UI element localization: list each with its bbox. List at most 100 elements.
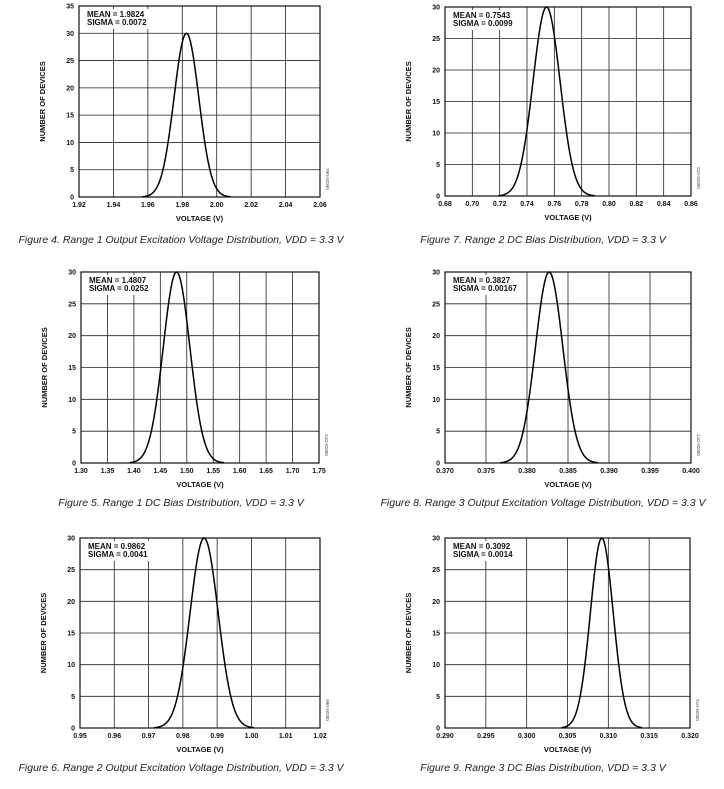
- chart-figure-5: 1.30 1.35 1.40 1.45 1.50 1.55 1.60 1.65 1.70 1.75…: [40, 270, 329, 490]
- figure-9-caption: Figure 9. Range 3 DC Bias Distribution, …: [420, 762, 666, 774]
- y-tick-label: 5: [71, 694, 75, 701]
- y-tick-label: 30: [68, 270, 76, 277]
- stats-box: [85, 275, 151, 295]
- figure-code: 05025-064: [325, 168, 330, 190]
- x-tick-label: 0.385: [559, 468, 577, 475]
- x-axis-label: VOLTAGE (V): [544, 745, 592, 754]
- y-tick-label: 25: [432, 567, 440, 574]
- x-tick-label: 1.50: [180, 468, 194, 475]
- stats-box: [449, 10, 515, 30]
- y-tick-label: 25: [68, 301, 76, 308]
- mean-label: MEAN = 1.9824: [87, 10, 145, 19]
- x-tick-label: 1.40: [127, 468, 141, 475]
- x-tick-label: 0.76: [548, 201, 562, 208]
- x-tick-label: 0.305: [559, 733, 577, 740]
- x-tick-label: 0.98: [176, 733, 190, 740]
- y-tick-label: 15: [67, 631, 75, 638]
- x-tick-label: 0.390: [600, 468, 618, 475]
- y-axis-label: NUMBER OF DEVICES: [38, 61, 47, 141]
- plot-frame: [444, 271, 692, 464]
- x-tick-label: 0.300: [518, 733, 536, 740]
- chart-panel-figure-8: 0.370 0.375 0.380 0.385 0.390 0.395 0.400 0 5 10 1…: [362, 263, 724, 526]
- mean-label: MEAN = 1.4807: [89, 276, 147, 285]
- x-tick-label: 0.72: [493, 201, 507, 208]
- x-tick-label: 0.86: [684, 201, 698, 208]
- x-tick-label: 0.95: [73, 733, 87, 740]
- y-tick-label: 20: [68, 333, 76, 340]
- x-tick-label: 2.04: [279, 202, 293, 209]
- plot-frame: [78, 5, 321, 198]
- x-tick-label: 0.290: [436, 733, 454, 740]
- y-axis-label: NUMBER OF DEVICES: [404, 61, 413, 141]
- x-tick-label: 0.375: [477, 468, 495, 475]
- y-tick-label: 20: [432, 333, 440, 340]
- x-tick-label: 1.96: [141, 202, 155, 209]
- chart-figure-8: 0.370 0.375 0.380 0.385 0.390 0.395 0.400 0 5 10 1…: [404, 270, 701, 490]
- y-tick-label: 20: [67, 599, 75, 606]
- x-tick-label: 2.06: [313, 202, 327, 209]
- y-tick-label: 35: [66, 4, 74, 11]
- y-tick-label: 10: [67, 662, 75, 669]
- x-axis-label: VOLTAGE (V): [176, 214, 224, 223]
- y-tick-label: 0: [436, 726, 440, 733]
- mean-label: MEAN = 0.3827: [453, 276, 511, 285]
- sigma-label: SIGMA = 0.0014: [453, 550, 513, 559]
- stats-box: [83, 9, 149, 29]
- x-axis-label: VOLTAGE (V): [544, 213, 592, 222]
- y-tick-label: 5: [72, 429, 76, 436]
- figure-6-caption: Figure 6. Range 2 Output Excitation Volt…: [18, 762, 344, 774]
- stats-box: [449, 275, 515, 295]
- chart-figure-9: 0.290 0.295 0.300 0.305 0.310 0.315 0.320 0 5 10 1…: [404, 536, 700, 755]
- distribution-curve: [498, 6, 595, 197]
- x-tick-label: 1.55: [206, 468, 220, 475]
- figure-4-caption: Figure 4. Range 1 Output Excitation Volt…: [18, 234, 344, 246]
- x-tick-label: 1.65: [259, 468, 273, 475]
- x-tick-label: 0.74: [520, 201, 534, 208]
- y-tick-label: 5: [436, 694, 440, 701]
- x-tick-label: 0.97: [142, 733, 156, 740]
- figure-code: 05025-074: [695, 699, 700, 721]
- x-tick-label: 0.295: [477, 733, 495, 740]
- x-axis-label: VOLTAGE (V): [176, 480, 224, 489]
- x-tick-label: 0.315: [640, 733, 658, 740]
- sigma-label: SIGMA = 0.0072: [87, 18, 147, 27]
- x-tick-label: 0.82: [630, 201, 644, 208]
- chart-panel-figure-5: 1.30 1.35 1.40 1.45 1.50 1.55 1.60 1.65 1.70 1.75…: [0, 263, 362, 526]
- x-tick-label: 0.68: [438, 201, 452, 208]
- x-tick-label: 1.92: [72, 202, 86, 209]
- x-tick-label: 0.78: [575, 201, 589, 208]
- y-tick-label: 25: [66, 58, 74, 65]
- chart-figure-6: 0.95 0.96 0.97 0.98 0.99 1.00 1.01 1.02 0 5 10 15 20…: [39, 536, 330, 755]
- y-tick-label: 15: [432, 99, 440, 106]
- y-tick-label: 30: [66, 31, 74, 38]
- chart-panel-figure-6: 0.95 0.96 0.97 0.98 0.99 1.00 1.01 1.02 0 5 10 15 20…: [0, 526, 362, 789]
- x-tick-label: 0.320: [681, 733, 699, 740]
- x-tick-label: 0.84: [657, 201, 671, 208]
- x-tick-label: 1.01: [279, 733, 293, 740]
- x-axis-label: VOLTAGE (V): [544, 480, 592, 489]
- y-tick-label: 20: [66, 85, 74, 92]
- y-axis-label: NUMBER OF DEVICES: [39, 593, 48, 673]
- mean-label: MEAN = 0.9862: [88, 542, 146, 551]
- y-tick-label: 20: [432, 68, 440, 75]
- x-tick-label: 1.35: [101, 468, 115, 475]
- figure-code: 05025-077: [696, 434, 701, 456]
- x-tick-label: 0.70: [466, 201, 480, 208]
- y-tick-label: 30: [432, 536, 440, 543]
- sigma-label: SIGMA = 0.0041: [88, 550, 148, 559]
- chart-panel-figure-7: 0.68 0.70 0.72 0.74 0.76 0.78 0.80 0.82 0.84 0.86…: [362, 0, 724, 263]
- y-tick-label: 5: [70, 167, 74, 174]
- y-tick-label: 5: [436, 429, 440, 436]
- x-tick-label: 1.70: [286, 468, 300, 475]
- figure-5-caption: Figure 5. Range 1 DC Bias Distribution, …: [58, 497, 304, 509]
- y-tick-label: 20: [432, 599, 440, 606]
- x-tick-label: 0.310: [600, 733, 618, 740]
- distribution-curve: [500, 271, 598, 464]
- y-tick-label: 0: [72, 461, 76, 468]
- plot-frame: [79, 537, 321, 729]
- x-tick-label: 0.96: [107, 733, 121, 740]
- y-tick-label: 10: [68, 397, 76, 404]
- figure-7-caption: Figure 7. Range 2 DC Bias Distribution, …: [420, 234, 666, 246]
- y-tick-label: 15: [68, 365, 76, 372]
- x-tick-label: 0.380: [518, 468, 536, 475]
